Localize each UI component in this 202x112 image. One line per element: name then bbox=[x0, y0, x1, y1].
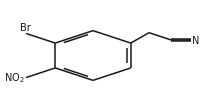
Text: Br: Br bbox=[20, 23, 31, 33]
Text: NO$_2$: NO$_2$ bbox=[4, 70, 25, 84]
Text: N: N bbox=[192, 36, 199, 46]
